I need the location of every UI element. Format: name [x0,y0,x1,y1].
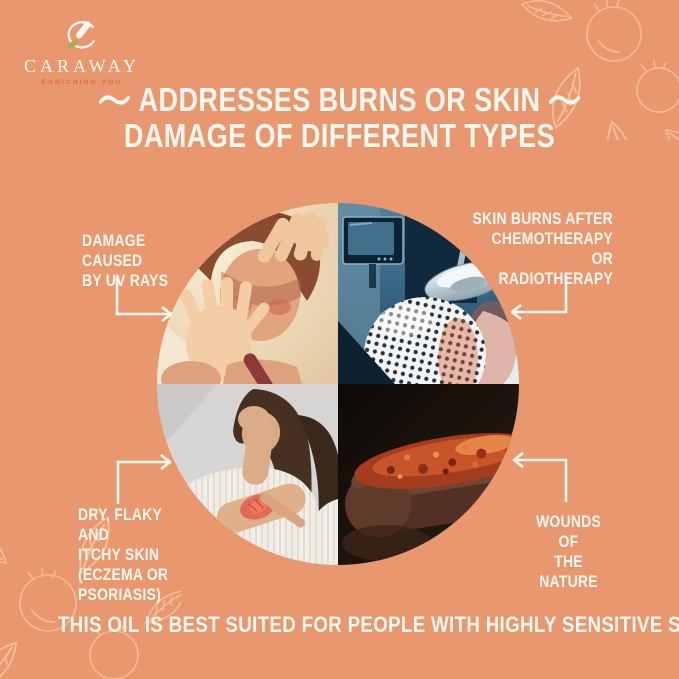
brand-logo: CARAWAY ENRICHING YOU [18,18,146,86]
label-wounds: WOUNDS OF THE NATURE [536,512,601,591]
label-eczema: DRY, FLAKY AND ITCHY SKIN (ECZEMA OR PSO… [78,505,169,604]
title-line-2: DAMAGE OF DIFFERENT TYPES [123,117,556,154]
mortar-pestle-icon [67,21,95,49]
wave-dash-icon [99,95,131,105]
arrow-up-left-icon [512,452,568,502]
page-title: ADDRESSES BURNS OR SKIN DAMAGE OF DIFFER… [0,82,679,154]
footer-note: THIS OIL IS BEST SUITED FOR PEOPLE WITH … [57,612,679,637]
arrow-down-left-icon [511,276,568,320]
floral-line-art-icon [0,515,181,679]
quadrant-wound-photo [338,384,519,565]
label-chemo-burns: SKIN BURNS AFTER CHEMOTHERAPY OR RADIOTH… [472,209,613,288]
arrow-up-right-icon [116,454,172,504]
arrow-down-right-icon [115,276,173,322]
floral-line-art-icon [520,0,679,140]
infographic-circle [157,203,519,565]
brand-tagline: ENRICHING YOU [41,79,123,86]
quadrant-radiotherapy-photo [338,203,519,384]
title-line-1: ADDRESSES BURNS OR SKIN [138,81,541,118]
wave-dash-icon [548,95,580,105]
brand-name: CARAWAY [24,56,140,76]
label-uv-damage: DAMAGE CAUSED BY UV RAYS [82,231,169,290]
quadrant-uv-photo [157,203,338,384]
